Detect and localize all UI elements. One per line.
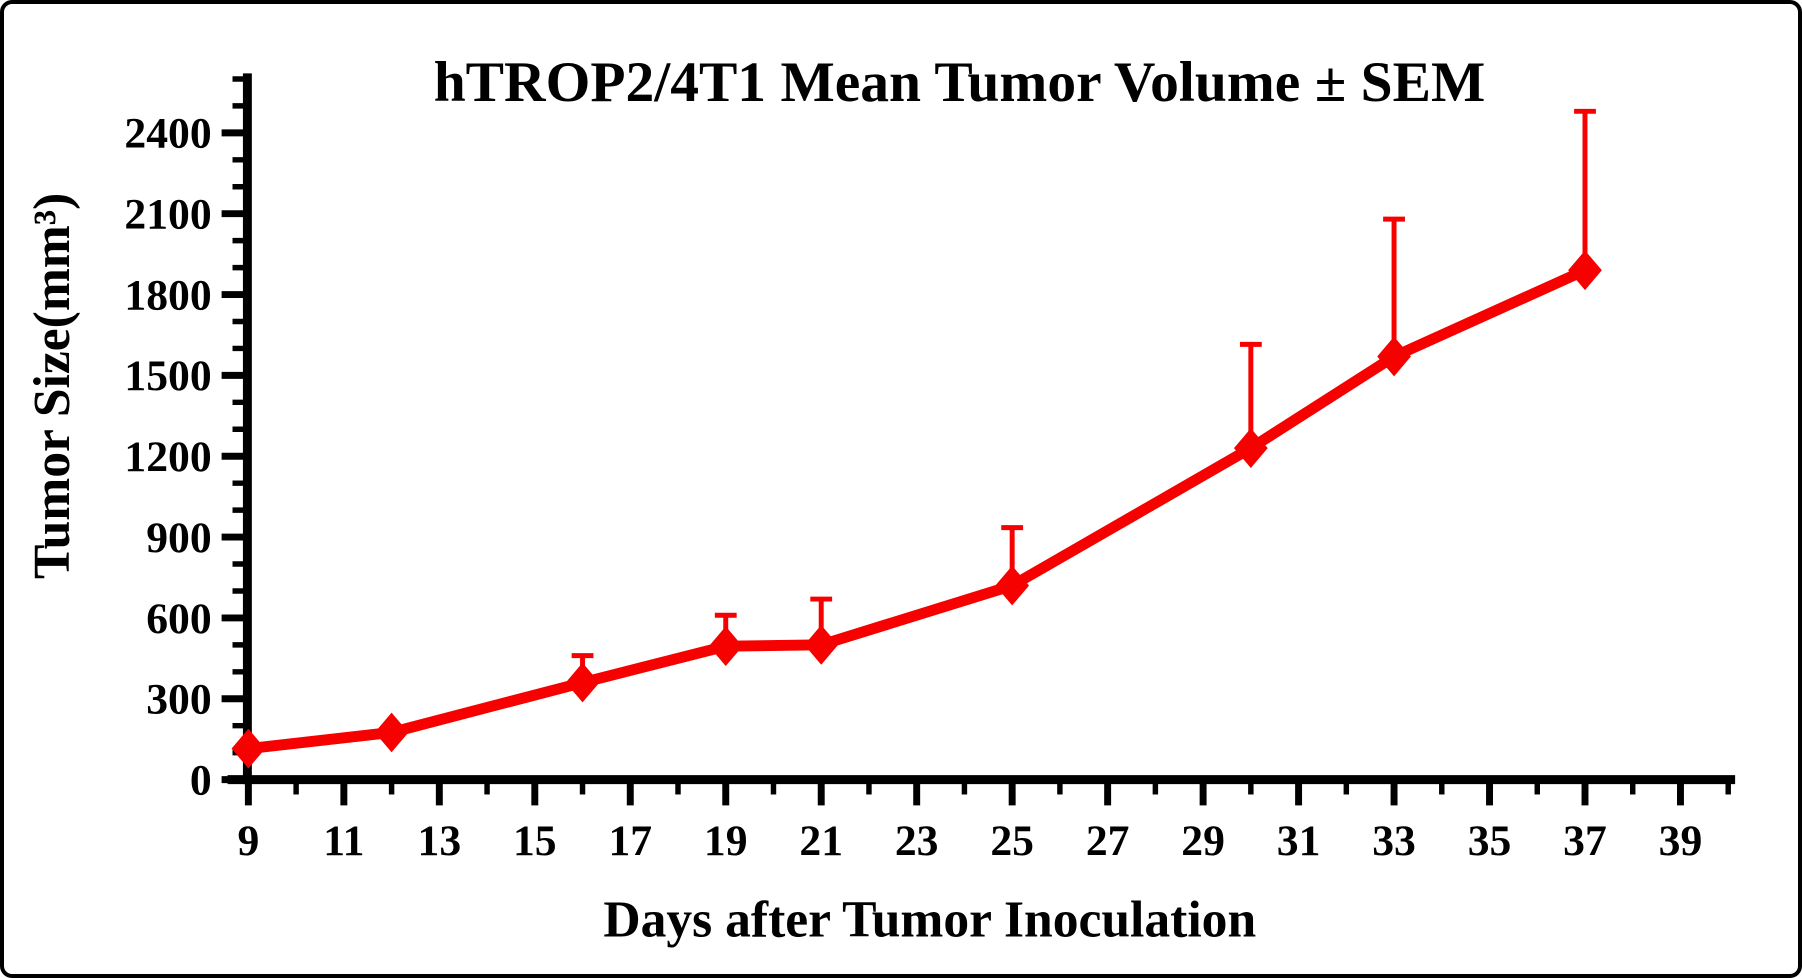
data-point-marker — [995, 565, 1030, 606]
data-point-marker — [1568, 250, 1602, 291]
y-tick-label: 2100 — [124, 191, 211, 239]
y-tick-label: 0 — [190, 756, 212, 804]
x-tick-label: 19 — [704, 817, 748, 865]
data-point-marker — [804, 625, 839, 665]
data-point-marker — [374, 712, 409, 753]
x-tick-label: 23 — [895, 817, 939, 865]
x-tick-label: 25 — [990, 817, 1034, 865]
series-line — [247, 265, 1588, 755]
y-axis-label: Tumor Size(mm³) — [24, 193, 81, 579]
y-tick-label: 900 — [146, 514, 211, 562]
x-tick-label: 31 — [1277, 817, 1321, 865]
y-tick-label: 2400 — [124, 110, 211, 158]
x-tick-label: 21 — [799, 817, 843, 865]
x-tick-label: 9 — [237, 817, 259, 865]
x-tick-label: 13 — [418, 817, 462, 865]
x-tick-label: 37 — [1563, 817, 1607, 865]
x-tick-label: 39 — [1659, 817, 1703, 865]
x-tick-label: 27 — [1086, 817, 1130, 865]
data-point-marker — [565, 662, 600, 703]
x-tick-label: 17 — [608, 817, 652, 865]
y-tick-label: 600 — [146, 595, 211, 643]
x-tick-label: 15 — [513, 817, 557, 865]
x-tick-label: 29 — [1181, 817, 1225, 865]
tumor-volume-chart: 0 300 600 900 1200 1500 1800 2100 2400 9 11 13 15 17 1… — [24, 51, 1736, 948]
chart-title: hTROP2/4T1 Mean Tumor Volume ± SEM — [434, 51, 1486, 114]
x-tick-label: 11 — [323, 817, 364, 865]
y-tick-label: 1200 — [124, 433, 211, 481]
x-tick-label: 35 — [1468, 817, 1512, 865]
x-axis-label: Days after Tumor Inoculation — [603, 891, 1256, 948]
y-tick-label: 1500 — [124, 352, 211, 400]
data-point-marker — [708, 626, 743, 667]
data-point-marker — [231, 728, 266, 769]
y-tick-label: 300 — [146, 676, 211, 724]
x-tick-label: 33 — [1372, 817, 1416, 865]
plot-area: 0 300 600 900 1200 1500 1800 2100 2400 9 11 13 15 17 1… — [124, 73, 1736, 865]
y-tick-label: 1800 — [124, 271, 211, 319]
